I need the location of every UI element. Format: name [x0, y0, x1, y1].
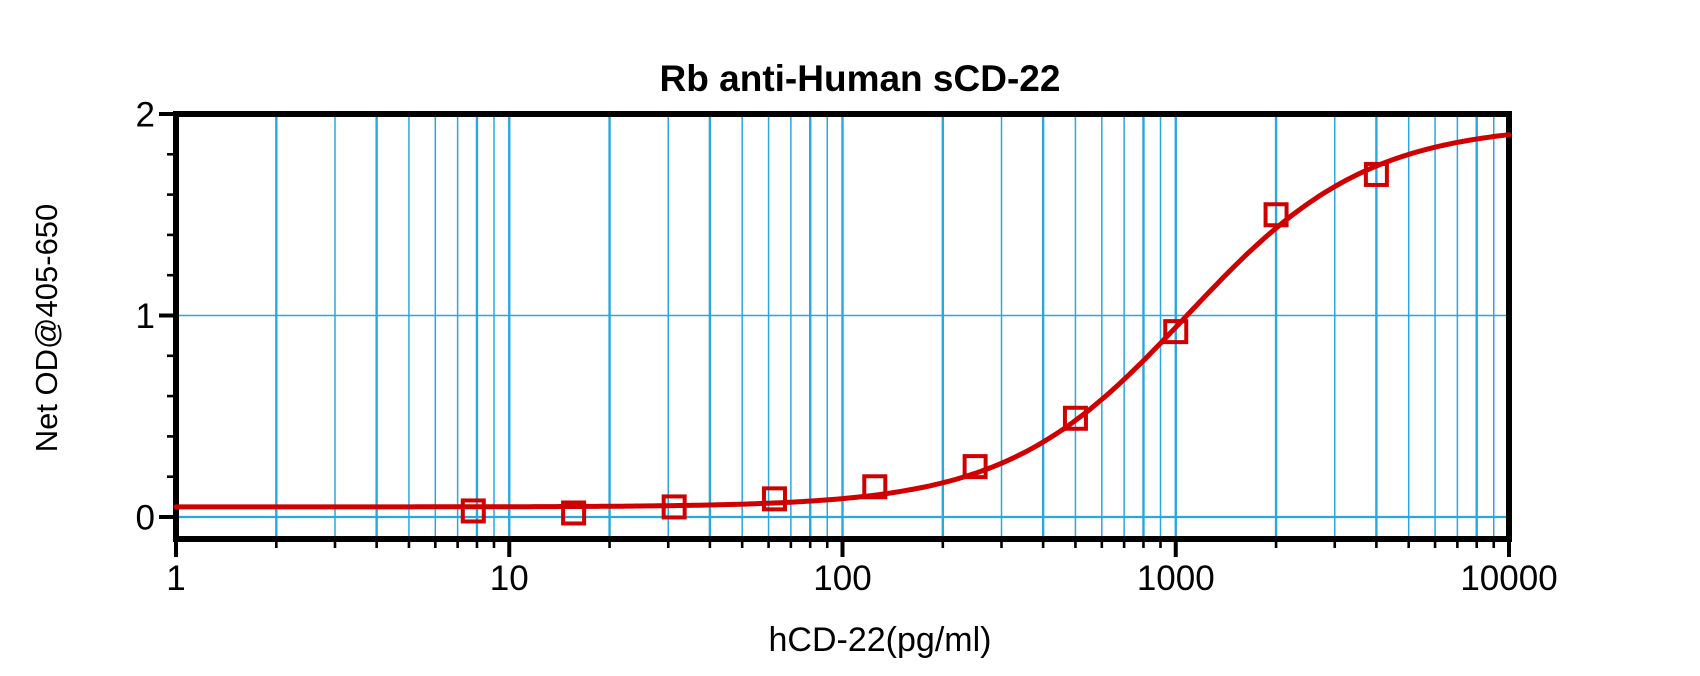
data-point-square — [661, 494, 687, 520]
data-point-square — [761, 486, 787, 512]
chart-title: Rb anti-Human sCD-22 — [660, 58, 1061, 99]
data-point-square — [561, 500, 587, 526]
x-tick-label: 10000 — [1460, 559, 1557, 598]
x-tick-label: 100 — [813, 559, 871, 598]
data-point-square — [962, 454, 988, 480]
y-tick-label: 1 — [136, 297, 155, 336]
x-tick-label: 10 — [490, 559, 529, 598]
x-tick-label: 1000 — [1137, 559, 1215, 598]
frame-layer — [173, 111, 1512, 542]
data-point-square — [1363, 161, 1389, 187]
data-point-square — [1163, 319, 1189, 345]
y-tick-label: 0 — [136, 499, 155, 538]
tick-layer — [159, 112, 1511, 557]
plot-frame — [173, 111, 1512, 542]
y-tick-label: 2 — [136, 96, 155, 135]
data-point-square — [1263, 202, 1289, 228]
y-axis-label: Net OD@405-650 — [29, 204, 64, 453]
gridline-layer — [179, 117, 1506, 536]
data-point-square — [862, 474, 888, 500]
x-tick-label: 1 — [166, 559, 185, 598]
marker-layer — [460, 161, 1389, 526]
x-axis-label: hCD-22(pg/ml) — [769, 621, 992, 659]
data-point-square — [1062, 405, 1088, 431]
data-point-square — [460, 498, 486, 524]
